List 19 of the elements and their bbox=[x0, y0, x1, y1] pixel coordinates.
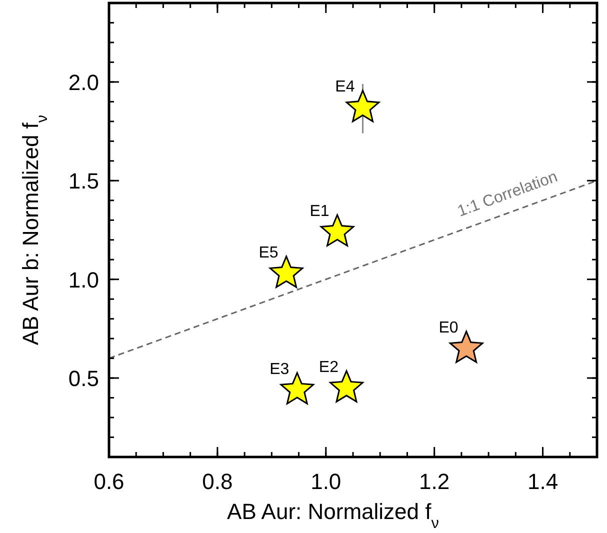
x-tick-label: 1.4 bbox=[527, 469, 558, 494]
y-tick-label: 1.0 bbox=[68, 267, 99, 292]
y-tick-label: 1.5 bbox=[68, 168, 99, 194]
annotation: E4 bbox=[335, 78, 355, 96]
x-tick-label: 0.8 bbox=[202, 469, 233, 494]
y-tick-label: 2.0 bbox=[68, 70, 99, 95]
annotation: E3 bbox=[270, 360, 290, 378]
point bbox=[346, 90, 380, 122]
annotation: E1 bbox=[310, 202, 330, 220]
y-tick-label: 0.5 bbox=[68, 366, 99, 392]
annotation: E2 bbox=[318, 358, 339, 376]
x-tick-label: 0.6 bbox=[94, 469, 124, 494]
annotation: E0 bbox=[438, 319, 458, 336]
point bbox=[330, 370, 364, 402]
x-axis-title: AB Aur: Normalized f$_{ν}$ bbox=[227, 499, 440, 532]
x-tick-label: 1.2 bbox=[419, 469, 450, 494]
point bbox=[320, 214, 354, 246]
x-tick-label: 1.0 bbox=[310, 469, 342, 494]
annotation: E5 bbox=[258, 244, 278, 262]
